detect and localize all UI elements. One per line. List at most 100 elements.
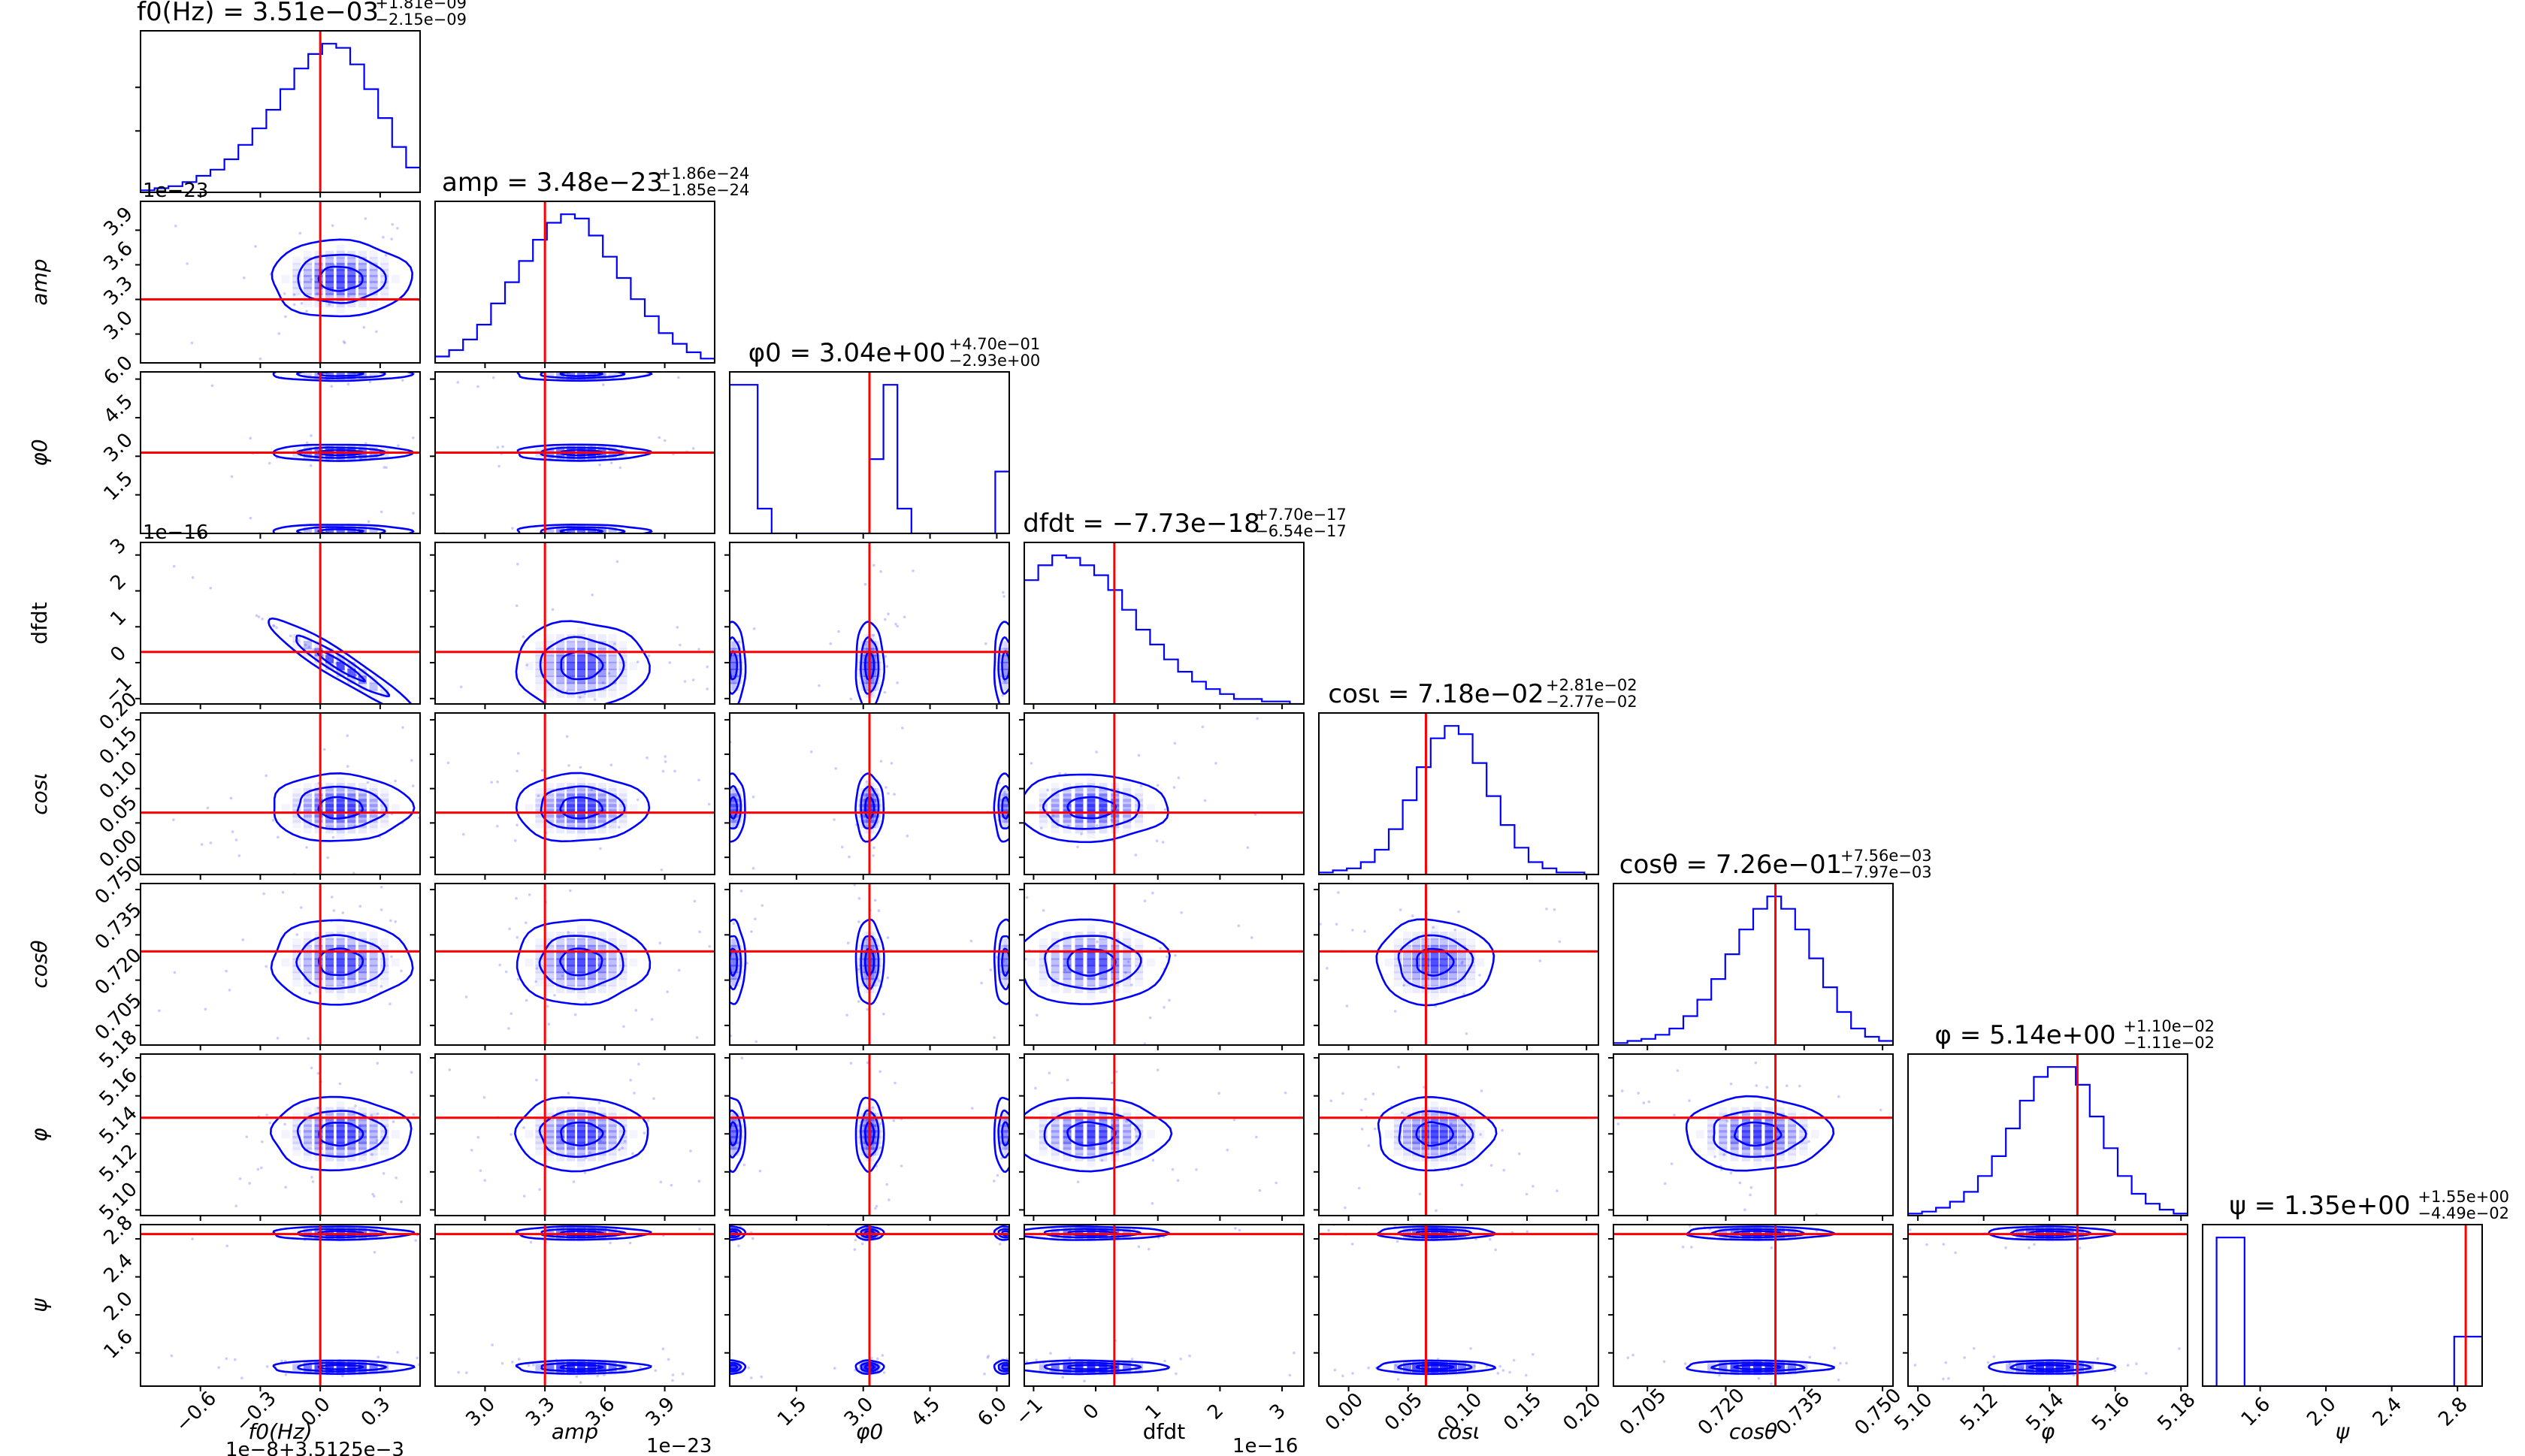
- density-cell: [999, 938, 1008, 947]
- density-cell: [535, 971, 544, 980]
- sample-point: [863, 582, 867, 586]
- density-cell: [730, 1362, 734, 1371]
- panel-costheta-amp: [430, 883, 715, 1050]
- density-cell: [281, 958, 290, 967]
- density-cell: [567, 372, 576, 376]
- density-cell: [1005, 1362, 1009, 1371]
- sample-point: [305, 846, 308, 849]
- density-cell: [556, 1118, 565, 1127]
- sample-point: [993, 1180, 996, 1183]
- sample-point: [505, 789, 508, 792]
- density-cell: [358, 250, 367, 259]
- density-cell: [1123, 1135, 1132, 1144]
- density-cell: [859, 1118, 868, 1127]
- density-cell: [1075, 1135, 1084, 1144]
- density-cell: [546, 530, 555, 533]
- density-cell: [1063, 825, 1072, 834]
- density-cell: [1063, 1141, 1072, 1150]
- density-cell: [998, 814, 1007, 823]
- panel-f0-f0: f0(Hz) = 3.51e−03+1.81e−09−2.15e−09: [135, 0, 467, 198]
- contour-level-2: [1713, 1110, 1807, 1158]
- density-cell: [1788, 1361, 1797, 1370]
- density-cell: [1003, 1362, 1009, 1371]
- density-cell: [1448, 1365, 1457, 1374]
- density-cell: [867, 1152, 876, 1161]
- sample-point: [1637, 1092, 1640, 1095]
- density-cell: [1005, 1141, 1009, 1150]
- sample-point: [707, 802, 711, 806]
- sample-point: [761, 904, 764, 908]
- sample-point: [1418, 1192, 1422, 1196]
- density-cell: [1063, 932, 1072, 941]
- contour-level-2: [860, 784, 880, 829]
- density-cell: [587, 1226, 596, 1235]
- density-cell: [314, 446, 323, 455]
- sample-point: [691, 678, 695, 681]
- sample-point: [410, 1071, 413, 1074]
- sample-point: [507, 886, 510, 889]
- density-cell: [730, 978, 738, 986]
- density-cell: [608, 1152, 617, 1161]
- density-cell: [358, 525, 367, 533]
- density-cell: [861, 944, 870, 953]
- sample-point: [990, 881, 993, 884]
- sample-point: [174, 225, 177, 228]
- sample-point: [516, 935, 519, 939]
- density-cell: [1741, 1124, 1750, 1133]
- density-cell: [587, 1141, 596, 1150]
- density-cell: [1439, 932, 1448, 941]
- sample-point: [376, 1112, 380, 1116]
- sample-point: [452, 1388, 455, 1391]
- density-cell: [336, 530, 345, 533]
- density-cell: [325, 280, 334, 289]
- sample-point: [416, 1356, 419, 1360]
- density-cell: [314, 372, 323, 379]
- density-cell: [556, 978, 565, 986]
- density-cell: [1039, 1365, 1048, 1374]
- panel-frame: [1907, 1224, 2188, 1387]
- density-cell: [735, 965, 744, 974]
- density-cell: [336, 951, 345, 960]
- density-cell: [1448, 938, 1457, 947]
- density-cell: [1099, 793, 1108, 802]
- sample-point: [567, 764, 570, 767]
- density-cell: [872, 1362, 881, 1371]
- density-cell: [1776, 1361, 1785, 1370]
- density-cell: [325, 1362, 334, 1371]
- sample-point: [886, 989, 889, 992]
- density-cell: [1039, 965, 1048, 974]
- contour-level-2: [297, 1361, 388, 1373]
- density-cell: [391, 804, 400, 813]
- density-cell: [369, 1152, 378, 1161]
- density-cell: [358, 1367, 367, 1376]
- sample-point: [2145, 1372, 2148, 1375]
- contour-level-3: [272, 524, 415, 533]
- sample-point: [331, 659, 334, 663]
- density-cell: [369, 1135, 378, 1144]
- density-cell: [292, 1362, 301, 1371]
- density-cell: [872, 1228, 881, 1237]
- sample-point: [722, 657, 725, 660]
- density-cell: [731, 820, 740, 829]
- density-cell: [597, 932, 606, 941]
- density-cell: [336, 965, 345, 974]
- sample-point: [1947, 1376, 1950, 1380]
- sample-point: [454, 1362, 457, 1365]
- sample-point: [551, 608, 555, 612]
- density-cell: [1439, 971, 1448, 980]
- density-cell: [730, 654, 738, 663]
- density-cell: [380, 1130, 389, 1139]
- sample-point: [1408, 1057, 1411, 1060]
- sample-point: [624, 538, 627, 541]
- density-cell: [618, 971, 627, 980]
- sample-point: [888, 1198, 891, 1201]
- sample-point: [738, 490, 741, 493]
- sample-point: [893, 793, 896, 796]
- sample-point: [511, 1361, 514, 1364]
- density-cell: [369, 978, 378, 986]
- contour-level-2: [730, 636, 742, 695]
- sample-point: [1749, 1193, 1752, 1197]
- sample-point: [984, 1123, 987, 1126]
- sample-point: [743, 461, 746, 464]
- sample-point: [1020, 704, 1023, 707]
